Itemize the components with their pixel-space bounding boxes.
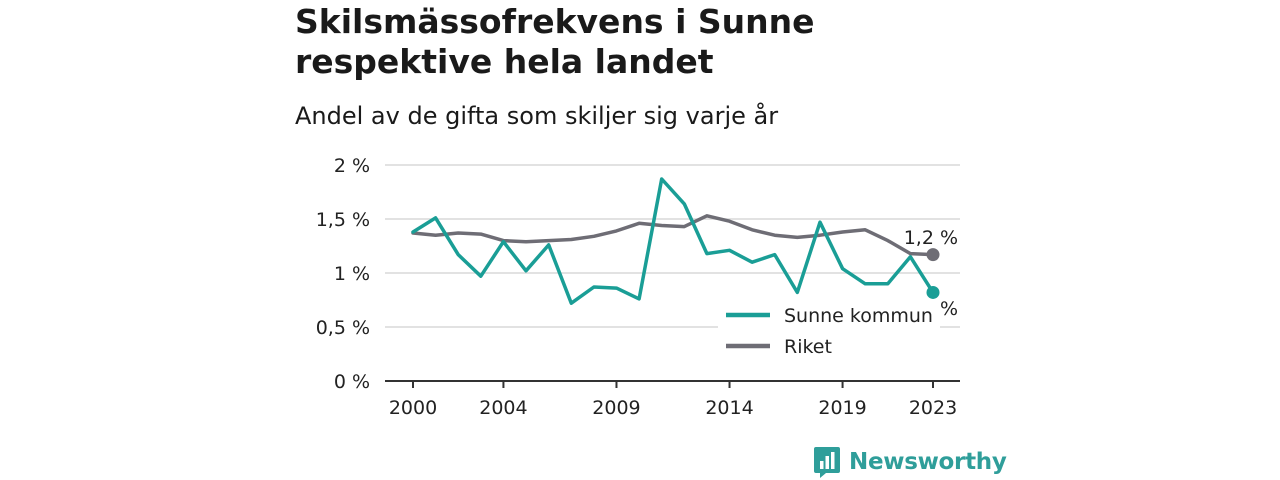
chart-title: Skilsmässofrekvens i Sunne respektive he… (295, 2, 815, 81)
x-tick-label: 2004 (479, 397, 527, 419)
y-tick-label: 0 % (334, 371, 370, 393)
legend-label: Riket (784, 336, 832, 358)
x-tick-label: 2019 (818, 397, 866, 419)
y-tick-label: 0,5 % (316, 317, 370, 339)
y-tick-label: 2 % (334, 155, 370, 177)
chart-subtitle: Andel av de gifta som skiljer sig varje … (295, 102, 779, 130)
series-end-point-sunne-kommun (926, 285, 940, 299)
bar-chart-icon (814, 447, 840, 478)
x-tick-label: 2014 (705, 397, 753, 419)
x-tick-label: 2000 (389, 397, 437, 419)
end-label-riket: 1,2 % (904, 227, 958, 249)
brand-name: Newsworthy (849, 449, 1007, 475)
newsworthy-logo: Newsworthy (813, 444, 1007, 480)
y-tick-label: 1,5 % (316, 209, 370, 231)
y-tick-label: 1 % (334, 263, 370, 285)
x-tick-label: 2009 (592, 397, 640, 419)
series-line-riket (411, 214, 935, 257)
series-end-point-riket (926, 248, 940, 262)
x-tick-label: 2023 (909, 397, 957, 419)
series-line-sunne-kommun (411, 177, 935, 305)
legend-label: Sunne kommun (784, 305, 933, 327)
legend-background (718, 298, 940, 366)
